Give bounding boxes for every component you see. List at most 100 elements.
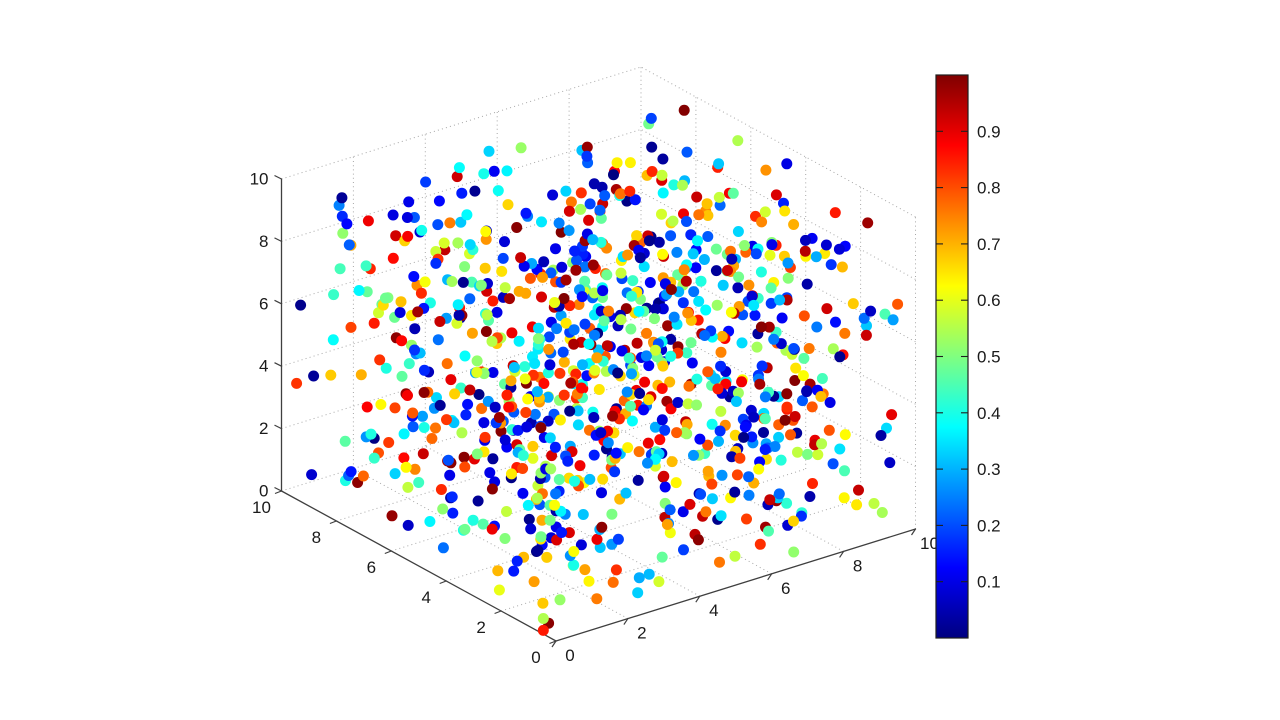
scatter-point <box>649 313 660 325</box>
scatter-point <box>807 478 818 489</box>
scatter-point <box>402 230 414 242</box>
scatter-point <box>328 289 340 301</box>
scatter-point <box>732 282 744 294</box>
scatter-point <box>750 248 762 260</box>
scatter-point <box>549 441 561 453</box>
scatter-point <box>403 358 415 370</box>
scatter-point <box>577 359 588 371</box>
scatter-point <box>622 442 634 454</box>
scatter-point <box>337 227 349 239</box>
scatter-point <box>395 296 407 308</box>
scatter-point <box>536 291 547 303</box>
scatter-point <box>547 189 559 201</box>
scatter-point <box>601 340 613 352</box>
scatter-point <box>662 320 674 332</box>
scatter-point <box>511 222 523 233</box>
scatter-point <box>829 207 841 219</box>
scatter-point <box>657 360 669 372</box>
scatter-point <box>568 559 580 571</box>
scatter-point <box>691 373 703 385</box>
scatter-point <box>571 255 582 266</box>
scatter-point <box>398 452 410 464</box>
scatter-point <box>525 523 537 535</box>
scatter-point <box>587 234 599 246</box>
scatter-point <box>681 347 693 359</box>
scatter-point <box>499 434 511 446</box>
scatter-point <box>452 299 464 311</box>
y-axis-tick <box>274 490 282 495</box>
scatter-point <box>727 187 739 199</box>
scatter-point <box>839 429 851 441</box>
scatter-point <box>591 593 603 605</box>
colorbar-tick-label: 0.3 <box>977 460 1001 479</box>
scatter-point <box>624 157 636 169</box>
scatter-point <box>469 185 481 197</box>
scatter-point <box>419 276 431 288</box>
scatter-point <box>453 309 465 321</box>
scatter-point <box>519 373 531 385</box>
scatter-point <box>449 388 461 400</box>
scatter-point <box>612 367 624 379</box>
scatter-point <box>678 104 690 116</box>
scatter-point <box>556 527 568 538</box>
scatter-point <box>412 306 424 318</box>
scatter-point <box>759 391 771 403</box>
scatter-point <box>537 271 548 283</box>
scatter-point <box>517 487 529 499</box>
scatter-point <box>875 430 887 441</box>
scatter-point <box>441 358 453 370</box>
scatter-point <box>441 414 452 426</box>
x-axis-tick <box>767 573 773 581</box>
scatter-point <box>709 373 721 385</box>
scatter-point <box>847 298 859 310</box>
scatter-point <box>640 350 652 362</box>
scatter-point <box>715 346 727 358</box>
scatter-point <box>615 267 627 279</box>
scatter-point <box>544 359 556 371</box>
scatter-point <box>765 282 777 294</box>
scatter-point <box>715 405 727 417</box>
x-axis-tick <box>551 640 557 648</box>
scatter-point <box>607 576 619 588</box>
colorbar-tick-label: 0.2 <box>977 516 1001 535</box>
scatter-point <box>876 507 888 518</box>
scatter-point <box>770 189 782 201</box>
scatter-point <box>738 431 750 443</box>
scatter-point <box>625 400 636 412</box>
scatter-point <box>739 421 751 433</box>
scatter-point <box>624 185 636 197</box>
scatter-point <box>646 166 658 177</box>
scatter-point <box>733 271 745 283</box>
scatter-point <box>764 494 776 506</box>
scatter-point <box>579 318 591 330</box>
scatter-point <box>692 235 703 247</box>
scatter-point <box>759 206 771 218</box>
z-axis-tick-label: 0 <box>259 482 268 501</box>
scatter-point <box>554 594 566 606</box>
scatter-point <box>695 275 707 287</box>
scatter-point <box>553 217 565 229</box>
scatter-point <box>691 191 703 203</box>
scatter-point <box>623 352 635 364</box>
scatter-point <box>820 239 832 251</box>
scatter-point <box>833 243 845 255</box>
scatter-point <box>361 401 373 413</box>
scatter-point <box>643 568 655 580</box>
scatter-point <box>459 350 471 362</box>
scatter-point <box>343 239 355 251</box>
scatter-point <box>781 401 793 413</box>
scatter-point <box>656 169 668 181</box>
scatter-point <box>638 404 649 416</box>
scatter-point <box>678 264 690 276</box>
scatter-point <box>649 421 661 433</box>
scatter-point <box>665 333 677 345</box>
grid-line <box>425 445 701 597</box>
scatter-point <box>650 303 662 315</box>
scatter-point <box>480 233 492 245</box>
scatter-point <box>633 446 645 458</box>
scatter-point <box>627 275 639 287</box>
scatter-point <box>596 487 607 499</box>
scatter-point <box>821 303 833 315</box>
z-axis-tick-label: 10 <box>250 170 269 189</box>
scatter-point <box>375 399 387 410</box>
